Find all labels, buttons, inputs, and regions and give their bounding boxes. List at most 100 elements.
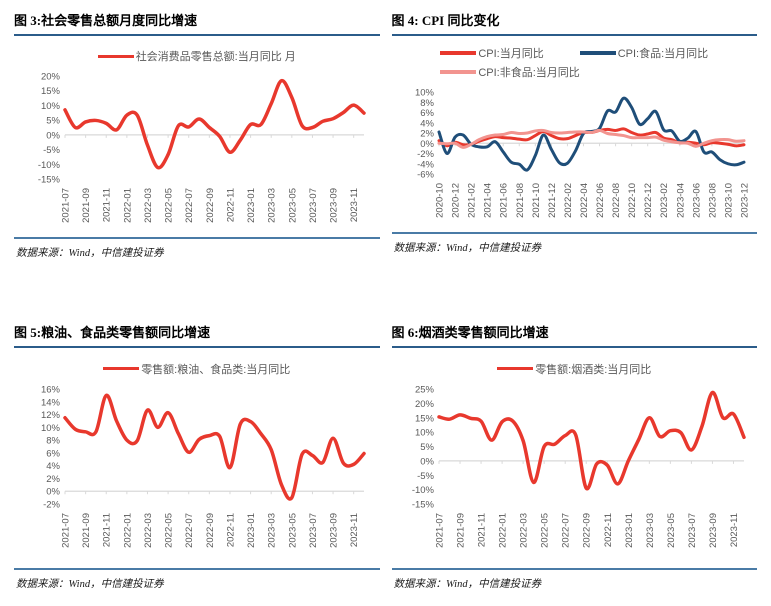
x-axis-tick-label: 2022-05 [163, 513, 174, 548]
x-axis-tick-label: 2022-12 [643, 183, 654, 218]
y-axis-tick-label: 15% [41, 86, 61, 97]
series-line [437, 128, 746, 149]
x-axis-tick-label: 2023-03 [266, 513, 277, 548]
figure-3-source: 数据来源：Wind，中信建投证券 [14, 237, 380, 264]
legend-wrap: 零售额:粮油、食品类:当月同比 [103, 361, 290, 380]
y-axis-tick-label: 10% [41, 422, 61, 433]
x-axis-tick-label: 2021-11 [101, 513, 112, 547]
x-axis-tick-label: 2022-01 [122, 188, 133, 223]
x-axis-tick-label: 2023-03 [645, 513, 656, 548]
legend-label: CPI:当月同比 [478, 48, 544, 60]
x-axis-tick-label: 2022-06 [595, 183, 606, 218]
y-axis-tick-label: -2% [417, 149, 434, 160]
y-axis-tick-label: 25% [415, 384, 435, 395]
legend-item: 零售额:粮油、食品类:当月同比 [103, 361, 290, 377]
figure-4-source: 数据来源：Wind，中信建投证券 [391, 232, 757, 259]
figure-4-title: 图 4: CPI 同比变化 [391, 6, 757, 36]
figure-5-legend: 零售额:粮油、食品类:当月同比 [103, 357, 290, 379]
y-axis-tick-label: 0% [46, 131, 60, 142]
y-axis-tick-label: -10% [38, 160, 61, 171]
x-axis-tick-label: 2023-04 [676, 183, 687, 218]
figure-3-legend: 社会消费品零售总额:当月同比 月 [97, 45, 296, 67]
legend-wrap: 零售额:烟酒类:当月同比 [497, 361, 651, 380]
legend-line-swatch [440, 51, 477, 55]
y-axis-tick-label: 4% [421, 118, 435, 129]
x-axis-tick-label: 2022-11 [225, 188, 236, 222]
x-axis-tick-label: 2022-09 [205, 513, 216, 548]
legend-item: CPI:非食品:当月同比 [440, 64, 580, 80]
legend-line-swatch [579, 51, 616, 55]
series-line [63, 79, 366, 170]
legend-label: 零售额:粮油、食品类:当月同比 [141, 363, 291, 376]
y-axis-tick-label: 4% [46, 461, 60, 472]
legend-item: 零售额:烟酒类:当月同比 [497, 361, 651, 377]
y-axis-tick-label: 5% [46, 116, 60, 127]
x-axis-tick-label: 2021-02 [467, 183, 478, 218]
x-axis-tick-label: 2023-08 [708, 183, 719, 218]
x-axis-tick-label: 2022-10 [627, 183, 638, 218]
x-axis-tick-label: 2022-03 [519, 513, 530, 548]
x-axis-tick-label: 2023-01 [246, 188, 257, 223]
x-axis-tick-label: 2021-04 [483, 183, 494, 218]
x-axis-tick-label: 2022-11 [603, 513, 614, 547]
x-axis-tick-label: 2021-07 [60, 513, 71, 548]
legend-line-swatch [440, 70, 477, 74]
y-axis-tick-label: 10% [415, 88, 435, 99]
y-axis-tick-label: -15% [38, 175, 61, 186]
series-line [63, 393, 366, 501]
y-axis-tick-label: 6% [421, 108, 435, 119]
y-axis-tick-label: 0% [421, 139, 435, 150]
x-axis-tick-label: 2022-02 [563, 183, 574, 218]
y-axis-tick-label: -6% [417, 170, 434, 181]
figure-6-tobacco-alcohol-retail: 图 6:烟酒类零售额同比增速 零售额:烟酒类:当月同比 -15% -10% -5% 0… [391, 318, 757, 594]
y-axis-tick-label: -2% [43, 499, 60, 510]
y-axis-tick-label: 6% [46, 448, 60, 459]
x-axis-tick-label: 2022-08 [611, 183, 622, 218]
x-axis-tick-label: 2022-07 [184, 513, 195, 548]
x-axis-tick-label: 2023-09 [328, 188, 339, 223]
x-axis-tick-label: 2022-03 [143, 513, 154, 548]
y-axis-tick-label: 16% [41, 384, 61, 395]
x-axis-tick-label: 2023-03 [266, 188, 277, 223]
legend-line-swatch [497, 366, 534, 371]
x-axis-tick-label: 2023-10 [724, 183, 735, 218]
series-line [437, 390, 746, 490]
x-axis-tick-label: 2022-09 [582, 513, 593, 548]
y-axis-tick-label: -5% [43, 145, 60, 156]
figure-5-title: 图 5:粮油、食品类零售额同比增速 [14, 318, 380, 349]
figure-4-cpi: 图 4: CPI 同比变化 CPI:当月同比 CPI:食品:当月同比 CPI:非食品… [391, 6, 757, 264]
legend-line-swatch [97, 54, 134, 58]
legend-wrap: CPI:当月同比 CPI:食品:当月同比 CPI:非食品:当月同比 [440, 45, 708, 83]
x-axis-tick-label: 2021-11 [101, 188, 112, 222]
x-axis-tick-label: 2022-07 [184, 188, 195, 223]
y-axis-tick-label: 10% [41, 101, 61, 112]
x-axis-tick-label: 2023-09 [328, 513, 339, 548]
y-axis-tick-label: -4% [417, 159, 434, 170]
x-axis-tick-label: 2021-06 [499, 183, 510, 218]
y-axis-tick-label: -15% [412, 499, 435, 510]
y-axis-tick-label: -10% [412, 485, 435, 496]
x-axis-tick-label: 2023-07 [687, 513, 698, 548]
legend-item: CPI:当月同比 [440, 45, 544, 61]
x-axis-tick-label: 2022-07 [561, 513, 572, 548]
x-axis-tick-label: 2023-02 [659, 183, 670, 218]
figure-5-line-chart: -2% 0% 2%4% 6% 8% 10%12% 14% 16% 2021-07 2021-09 2… [41, 384, 366, 548]
figure-3-line-chart: -15% -10% -5% 0% 5% 10% 15% 20% 2021-07 2021-09 20… [38, 72, 366, 223]
y-axis-tick-label: 20% [41, 72, 61, 83]
y-axis-tick-label: 12% [41, 410, 61, 421]
x-axis-tick-label: 2023-09 [708, 513, 719, 548]
x-axis-tick-label: 2023-07 [308, 188, 319, 223]
figure-5-source: 数据来源：Wind，中信建投证券 [14, 567, 380, 595]
figure-4-line-chart: -6%-4%-2%0%2%4%6%8%10% 2020-10 2020-12 2021… [415, 88, 751, 218]
x-axis-tick-label: 2021-09 [81, 188, 92, 223]
x-axis-tick-label: 2022-11 [225, 513, 236, 547]
figure-6-title: 图 6:烟酒类零售额同比增速 [391, 318, 757, 349]
y-axis-tick-label: 2% [46, 473, 60, 484]
y-axis-tick-label: 5% [421, 442, 435, 453]
x-axis-tick-label: 2022-03 [143, 188, 154, 223]
y-axis-tick-label: 15% [415, 413, 435, 424]
y-axis-tick-label: 14% [41, 397, 61, 408]
x-axis-tick-label: 2021-07 [60, 188, 71, 223]
